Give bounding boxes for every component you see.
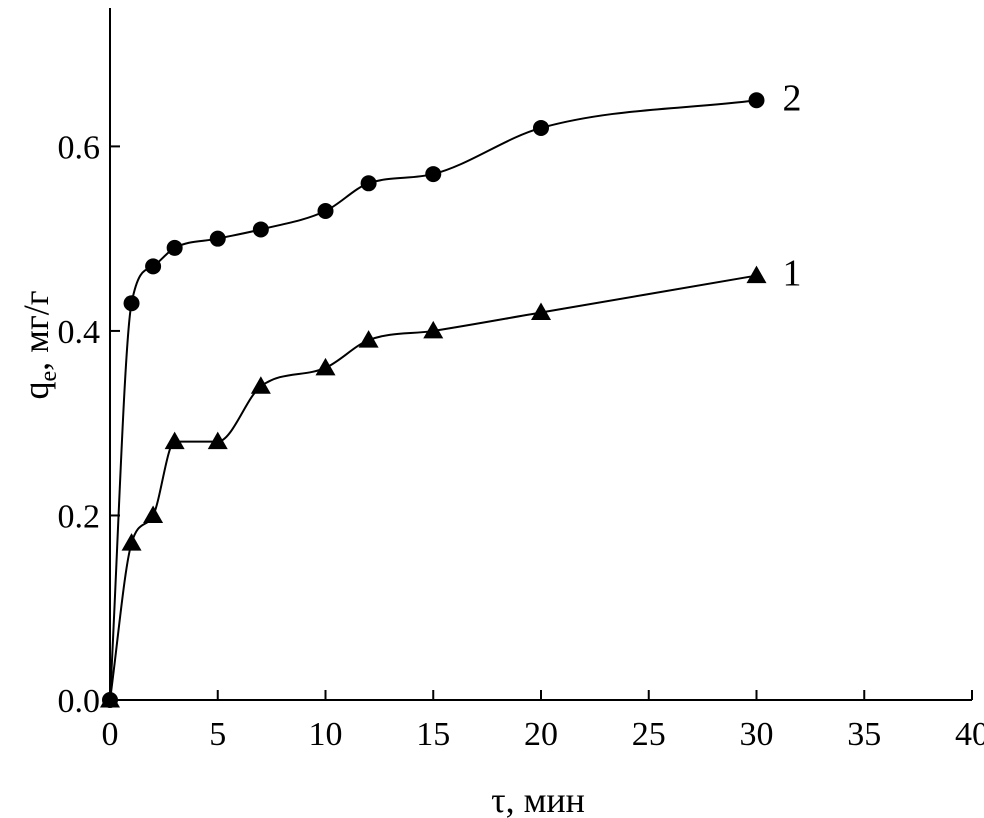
series-2-point — [102, 692, 118, 708]
x-tick-label: 15 — [416, 716, 450, 753]
series-1-point — [143, 505, 164, 523]
series-2-point — [252, 221, 269, 238]
series-1-point — [207, 431, 228, 450]
series-1-point — [423, 320, 444, 339]
y-axis-title-rest: , мг/г — [16, 291, 56, 371]
x-tick-label: 40 — [955, 716, 984, 753]
series-2-label: 2 — [783, 77, 802, 119]
y-tick-label: 0.4 — [58, 314, 101, 351]
series-1-point — [315, 357, 336, 376]
series-2-point — [145, 258, 162, 275]
series-markers — [100, 92, 767, 708]
series-2-point — [360, 175, 377, 192]
series-2-point — [123, 295, 140, 312]
series-2-point — [533, 119, 549, 136]
series-2-point — [425, 166, 442, 183]
series-1-point — [121, 533, 142, 551]
x-tick-label: 5 — [209, 716, 226, 753]
y-tick-label: 0.6 — [58, 129, 101, 166]
x-axis-ticks: 0 5 10 15 20 25 30 35 40 — [102, 690, 984, 753]
series-1-point — [358, 330, 379, 348]
series-1-point — [531, 302, 551, 320]
x-axis-title: τ, мин — [491, 780, 585, 818]
axes — [109, 8, 972, 701]
series-labels: 12 — [783, 77, 802, 294]
series-1-curve — [109, 274, 757, 701]
series-curves — [109, 99, 757, 701]
y-tick-label: 0.2 — [58, 498, 101, 535]
series-1-label: 1 — [783, 253, 802, 295]
series-2-point — [166, 239, 183, 256]
y-axis-title-subscript: e — [36, 371, 62, 382]
x-tick-label: 35 — [847, 716, 881, 753]
y-axis-title: qe, мг/г — [16, 291, 62, 400]
series-2-point — [209, 230, 226, 247]
y-axis-title-main: q — [16, 381, 56, 399]
x-tick-label: 0 — [102, 716, 119, 753]
y-axis-ticks: 0.0 0.2 0.4 0.6 — [58, 129, 120, 720]
series-2-point — [317, 202, 334, 219]
series-2-curve — [109, 99, 757, 701]
series-1-point — [250, 376, 271, 394]
series-2-point — [748, 92, 765, 109]
series-1-point — [746, 265, 767, 284]
x-tick-label: 20 — [524, 716, 558, 753]
x-tick-label: 10 — [309, 716, 343, 753]
y-tick-label: 0.0 — [58, 683, 101, 720]
series-1-point — [164, 431, 185, 450]
x-tick-label: 30 — [740, 716, 774, 753]
x-tick-label: 25 — [632, 716, 666, 753]
